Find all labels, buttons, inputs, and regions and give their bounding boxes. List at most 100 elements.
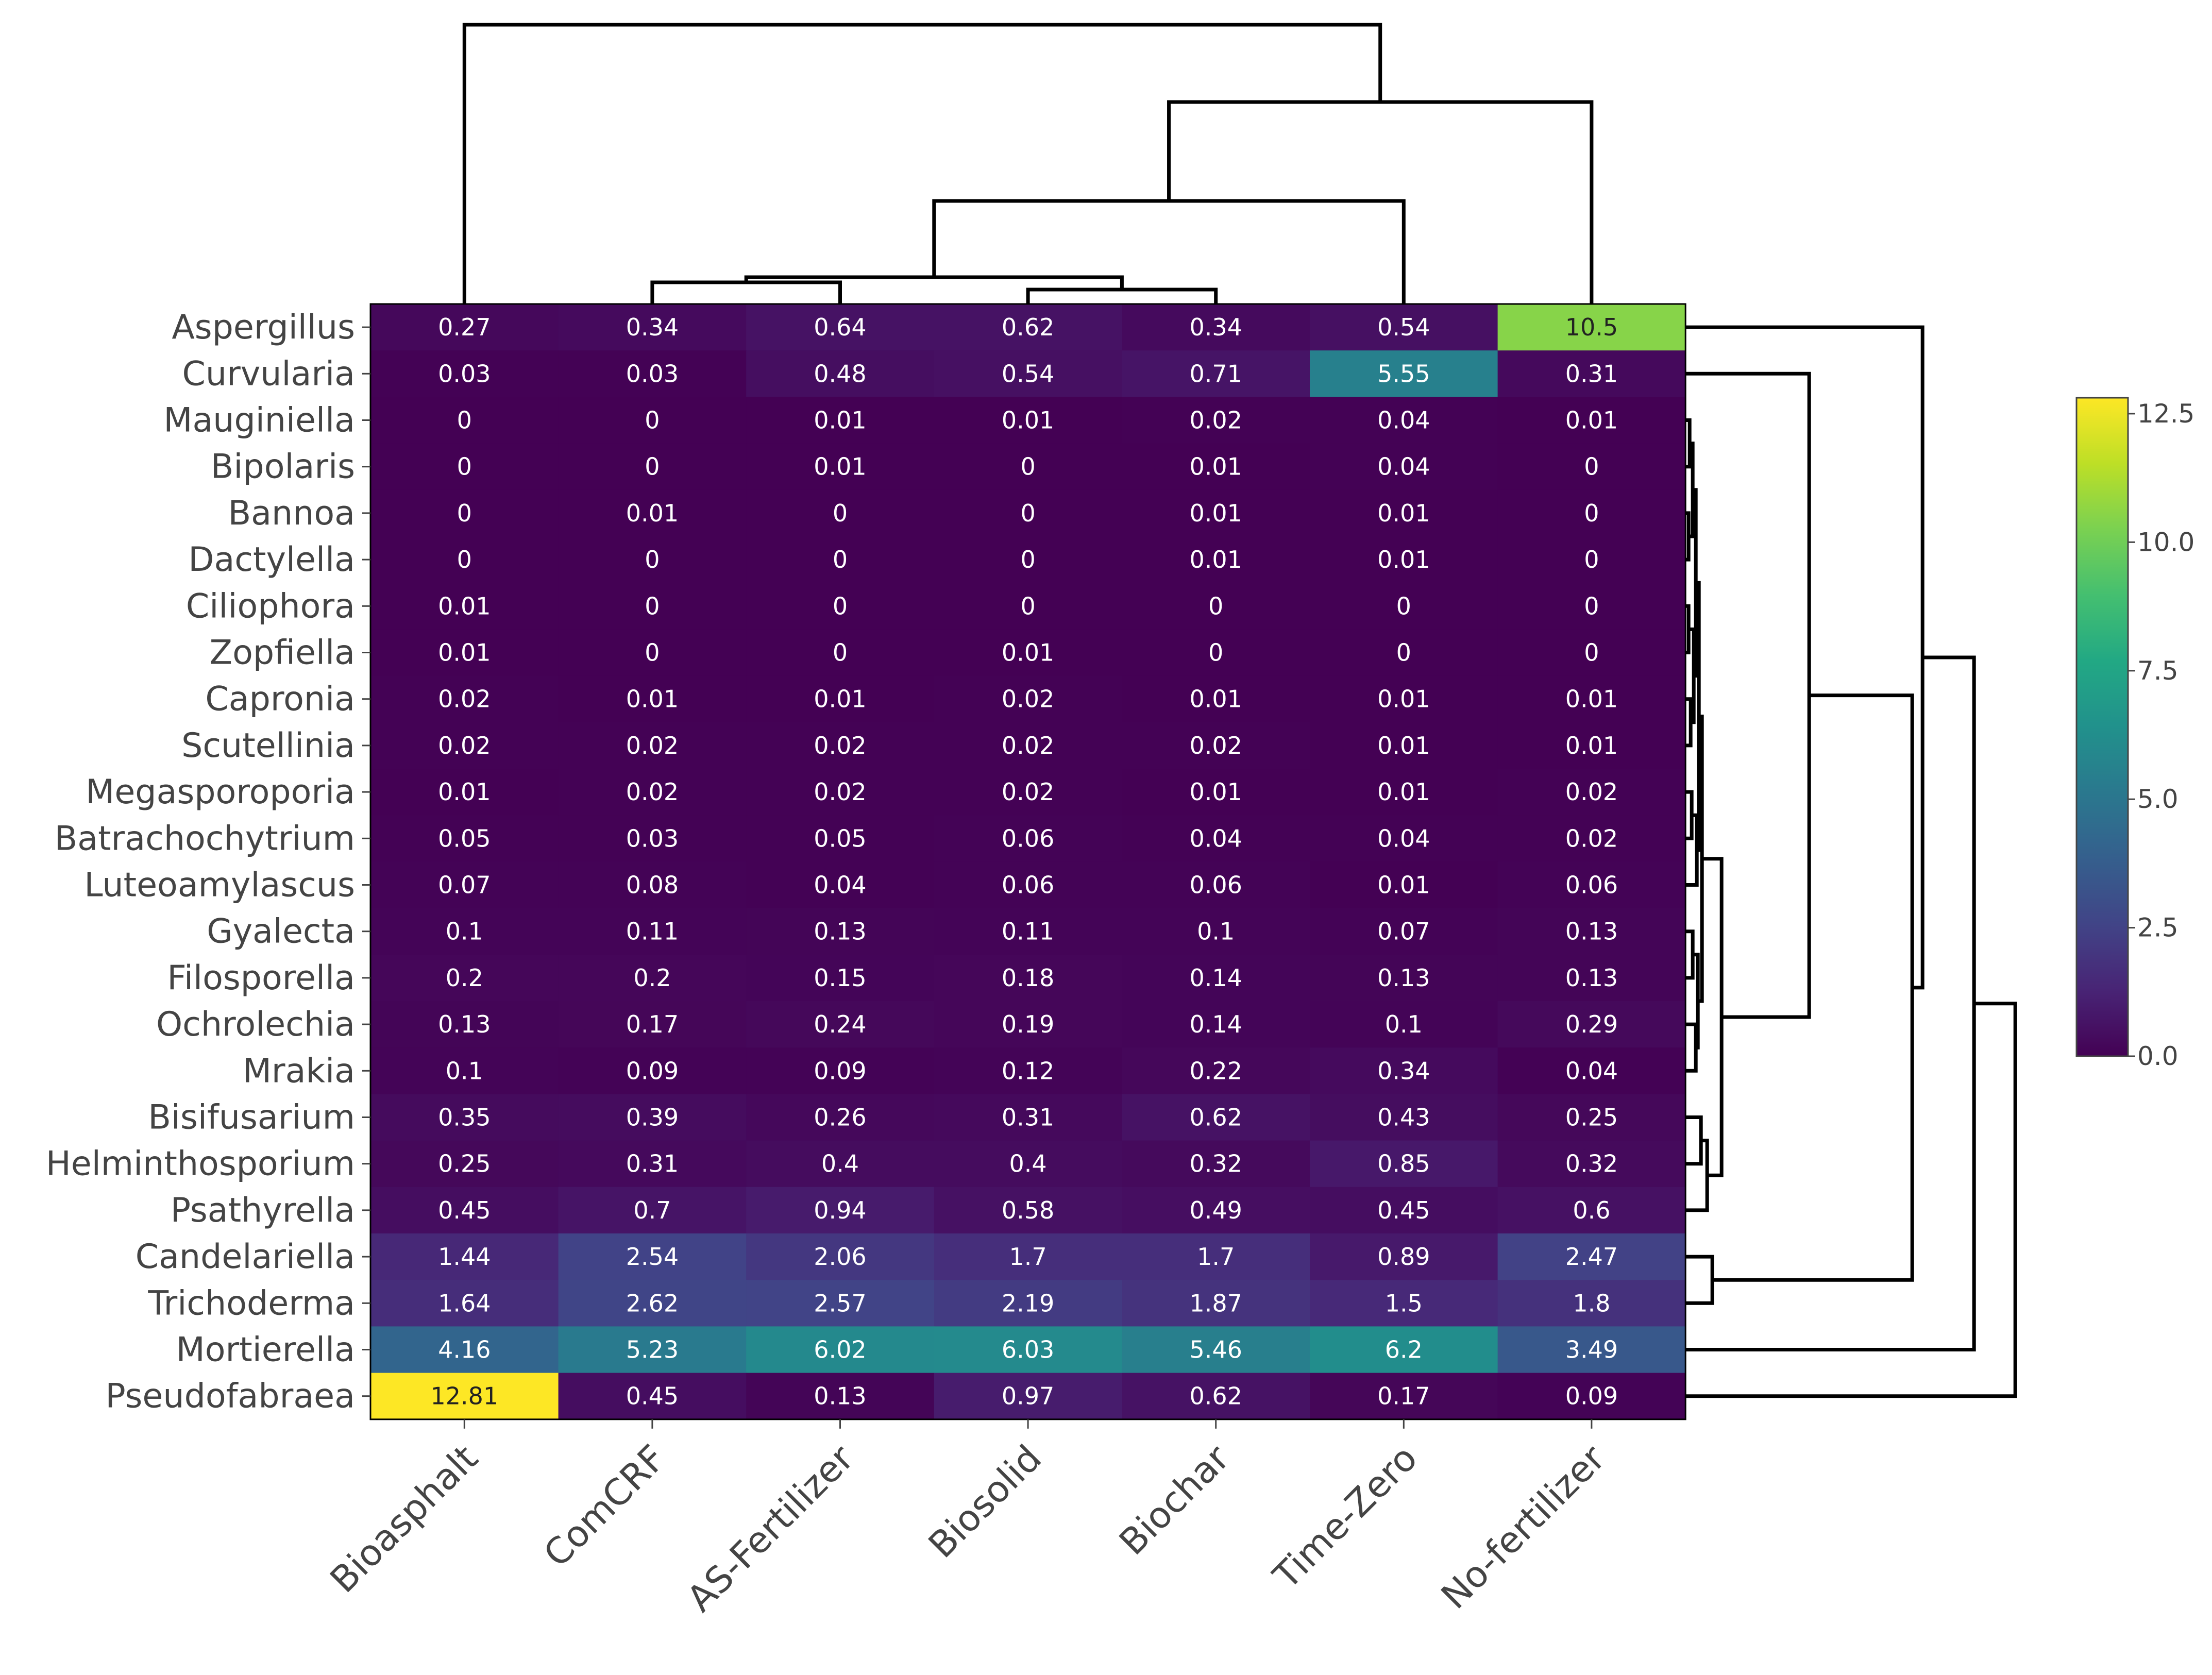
heatmap-cell bbox=[1122, 769, 1310, 816]
row-label: Mortierella bbox=[176, 1331, 355, 1369]
cell-value-label: 0.01 bbox=[1377, 871, 1430, 899]
heatmap-cell bbox=[1497, 1001, 1686, 1048]
heatmap-cell bbox=[1497, 397, 1686, 444]
row-labels: Aspergillus Curvularia Mauginiella Bipolari… bbox=[46, 308, 370, 1416]
cell-value-label: 0.01 bbox=[1565, 685, 1618, 713]
row-label: Bipolaris bbox=[211, 448, 355, 486]
heatmap-cell bbox=[1122, 583, 1310, 630]
cell-value-label: 0.01 bbox=[814, 407, 866, 434]
cell-value-label: 0.62 bbox=[1189, 1382, 1242, 1410]
cell-value-label: 0.34 bbox=[626, 313, 679, 341]
cell-value-label: 0 bbox=[833, 546, 848, 573]
heatmap-cell bbox=[746, 1233, 935, 1280]
row-label: Ciliophora bbox=[186, 587, 355, 625]
cell-value-label: 0 bbox=[833, 639, 848, 667]
row-dendrogram-link bbox=[1685, 1002, 2017, 1398]
heatmap-cell bbox=[1122, 722, 1310, 769]
heatmap-cell bbox=[1310, 1140, 1498, 1188]
cell-value-label: 2.19 bbox=[1002, 1289, 1054, 1317]
heatmap-cell bbox=[934, 1280, 1122, 1327]
heatmap-cell bbox=[1122, 536, 1310, 583]
cell-value-label: 0.02 bbox=[626, 778, 679, 806]
heatmap-cell bbox=[1122, 861, 1310, 909]
cell-value-label: 0.05 bbox=[438, 824, 491, 852]
row-dendrogram-link bbox=[1685, 1115, 1703, 1166]
heatmap-cell bbox=[746, 489, 935, 537]
cell-value-label: 12.81 bbox=[430, 1382, 498, 1410]
heatmap-cell bbox=[934, 443, 1122, 490]
cell-value-label: 0 bbox=[1584, 499, 1599, 527]
row-dendrogram-link bbox=[1685, 1022, 1698, 1073]
cell-value-label: 0 bbox=[457, 546, 472, 573]
heatmap-cell bbox=[558, 954, 747, 1002]
cell-value-label: 0.45 bbox=[1377, 1196, 1430, 1224]
cell-value-label: 0.89 bbox=[1377, 1243, 1430, 1271]
heatmap-cell bbox=[934, 908, 1122, 955]
row-label: Megasporoporia bbox=[86, 773, 355, 811]
heatmap-cell bbox=[746, 1373, 935, 1420]
cell-value-label: 0 bbox=[1020, 546, 1035, 573]
cell-value-label: 0.58 bbox=[1002, 1196, 1054, 1224]
heatmap-cell bbox=[1310, 1001, 1498, 1048]
cell-value-label: 0.02 bbox=[626, 732, 679, 759]
heatmap-cell bbox=[934, 1326, 1122, 1374]
cell-value-label: 0.05 bbox=[814, 824, 866, 852]
cell-value-label: 0.01 bbox=[1189, 546, 1242, 573]
cell-value-label: 0.18 bbox=[1002, 964, 1054, 992]
cell-value-label: 10.5 bbox=[1565, 313, 1618, 341]
cell-value-label: 0.54 bbox=[1377, 313, 1430, 341]
heatmap-cell bbox=[746, 443, 935, 490]
cell-value-label: 0 bbox=[457, 407, 472, 434]
heatmap-cell bbox=[1122, 489, 1310, 537]
heatmap-cell bbox=[370, 1001, 559, 1048]
cell-value-label: 0.01 bbox=[1189, 453, 1242, 481]
cell-value-label: 2.62 bbox=[626, 1289, 679, 1317]
cell-value-label: 0.13 bbox=[1565, 918, 1618, 945]
cell-value-label: 1.7 bbox=[1009, 1243, 1047, 1271]
heatmap-cell bbox=[1122, 1326, 1310, 1374]
heatmap-cell bbox=[934, 954, 1122, 1002]
cell-value-label: 0 bbox=[645, 592, 660, 620]
heatmap-cell bbox=[1497, 1094, 1686, 1141]
cell-value-label: 0.94 bbox=[814, 1196, 866, 1224]
heatmap-cell bbox=[746, 675, 935, 723]
heatmap-cell bbox=[934, 1373, 1122, 1420]
heatmap-cell bbox=[934, 675, 1122, 723]
heatmap-cell bbox=[934, 1140, 1122, 1188]
row-label: Pseudofabraea bbox=[106, 1377, 356, 1416]
cell-value-label: 0.13 bbox=[1377, 964, 1430, 992]
heatmap-cell bbox=[370, 1233, 559, 1280]
heatmap-cell bbox=[558, 1047, 747, 1094]
cell-value-label: 0.02 bbox=[1002, 778, 1054, 806]
heatmap-cell bbox=[1122, 1094, 1310, 1141]
cell-value-label: 0.01 bbox=[438, 639, 491, 667]
heatmap-cell bbox=[1310, 861, 1498, 909]
cell-value-label: 0.14 bbox=[1189, 964, 1242, 992]
heatmap-cell bbox=[1497, 815, 1686, 862]
cell-value-label: 0.71 bbox=[1189, 360, 1242, 387]
heatmap-cell bbox=[746, 769, 935, 816]
heatmap-cell bbox=[370, 350, 559, 397]
heatmap-cell bbox=[558, 489, 747, 537]
cell-value-label: 0.32 bbox=[1565, 1150, 1618, 1178]
cell-value-label: 0.4 bbox=[821, 1150, 859, 1178]
cell-value-label: 0.02 bbox=[1565, 778, 1618, 806]
heatmap-cell bbox=[1122, 1280, 1310, 1327]
cell-value-label: 0.04 bbox=[1377, 407, 1430, 434]
row-dendrogram-link bbox=[1685, 1255, 1714, 1305]
heatmap-cell bbox=[1310, 350, 1498, 397]
cell-value-label: 0.01 bbox=[1002, 639, 1054, 667]
heatmap-cell bbox=[1310, 629, 1498, 676]
cell-value-label: 0 bbox=[1396, 592, 1411, 620]
cell-value-label: 0.49 bbox=[1189, 1196, 1242, 1224]
cell-value-label: 6.2 bbox=[1385, 1336, 1423, 1364]
heatmap-cell bbox=[1122, 815, 1310, 862]
cell-value-label: 0.31 bbox=[1002, 1104, 1054, 1131]
cell-value-label: 0.22 bbox=[1189, 1057, 1242, 1085]
row-dendrogram bbox=[1685, 325, 2017, 1398]
cell-value-label: 0.11 bbox=[1002, 918, 1054, 945]
column-dendrogram-link bbox=[462, 23, 1382, 304]
cell-value-label: 0.54 bbox=[1002, 360, 1054, 387]
cell-value-label: 0.45 bbox=[438, 1196, 491, 1224]
cell-value-label: 0.03 bbox=[626, 360, 679, 387]
